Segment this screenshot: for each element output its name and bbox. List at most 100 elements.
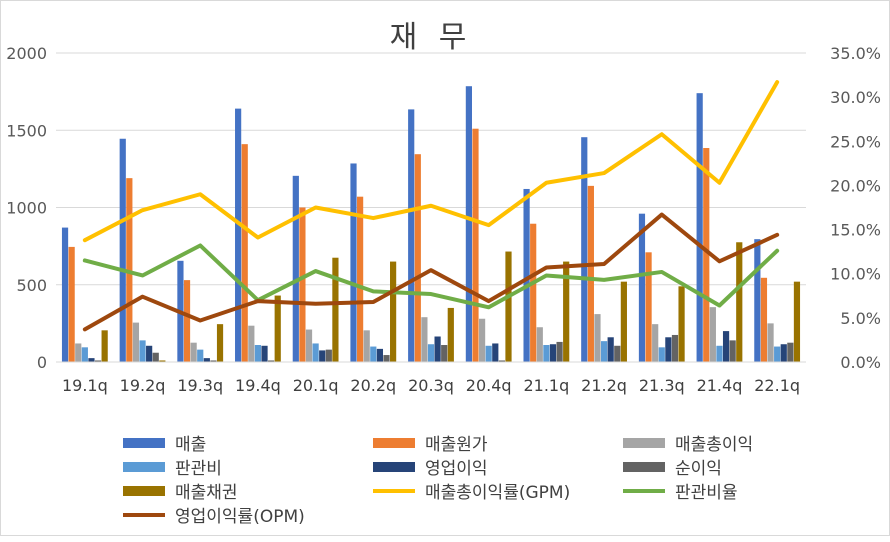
bar-7: [505, 251, 512, 362]
bar-3: [767, 323, 774, 362]
bar-1: [61, 227, 69, 362]
bar-5: [434, 336, 441, 362]
x-tick-label: 20.2q: [350, 376, 396, 395]
bar-3: [75, 343, 82, 362]
y-tick-label: 500: [16, 276, 47, 295]
line-series-3: [82, 212, 780, 332]
bar-4: [543, 345, 550, 362]
bar-6: [383, 355, 390, 362]
y-tick-label: 1500: [6, 121, 47, 140]
bar-2: [183, 280, 191, 362]
bar-3: [248, 325, 255, 362]
bar-1: [638, 213, 646, 362]
bar-5: [376, 348, 384, 362]
bar-6: [556, 341, 563, 362]
y2-tick-label: 15.0%: [830, 221, 881, 240]
bar-7: [620, 281, 627, 362]
bar-6: [671, 334, 679, 362]
y-tick-label: 1000: [6, 199, 47, 218]
bar-2: [703, 148, 710, 362]
bar-4: [197, 349, 204, 362]
bar-3: [709, 307, 716, 362]
bar-4: [600, 341, 608, 362]
bar-3: [305, 329, 313, 362]
x-tick-label: 19.3q: [177, 376, 223, 395]
bar-2: [68, 246, 75, 362]
bar-7: [332, 257, 339, 362]
bar-5: [319, 350, 326, 362]
bar-4: [716, 345, 723, 362]
y2-tick-label: 35.0%: [830, 44, 881, 63]
bar-6: [325, 349, 332, 362]
bar-2: [241, 144, 248, 362]
bar-7: [101, 330, 108, 362]
bar-4: [139, 340, 146, 362]
x-tick-label: 20.1q: [293, 376, 339, 395]
bar-2: [645, 252, 652, 362]
bar-6: [152, 352, 159, 362]
y2-tick-label: 5.0%: [840, 309, 881, 328]
bar-2: [299, 207, 306, 362]
bar-5: [146, 345, 153, 362]
x-tick-label: 20.4q: [466, 376, 512, 395]
bar-2: [760, 277, 768, 362]
bar-4: [774, 346, 781, 362]
bar-6: [268, 360, 275, 362]
bar-1: [350, 163, 357, 362]
line-series-1: [82, 80, 780, 243]
bar-6: [94, 360, 102, 362]
bar-1: [523, 188, 530, 362]
x-tick-label: 22.1q: [754, 376, 800, 395]
bar-1: [465, 86, 472, 362]
bar-3: [363, 330, 370, 362]
line-series-group: [82, 80, 780, 332]
x-tick-label: 21.4q: [697, 376, 743, 395]
x-tick-label: 21.1q: [523, 376, 569, 395]
bar-3: [190, 342, 197, 362]
y2-tick-label: 30.0%: [830, 88, 881, 107]
y-tick-label: 2000: [6, 44, 47, 63]
bar-3: [536, 327, 543, 362]
x-tick-label: 21.3q: [639, 376, 685, 395]
bar-4: [658, 347, 665, 362]
bar-3: [478, 318, 486, 362]
bar-2: [587, 185, 594, 362]
bar-6: [729, 340, 736, 362]
y2-tick-label: 10.0%: [830, 265, 881, 284]
bar-3: [594, 314, 601, 362]
bar-6: [614, 345, 621, 362]
bar-2: [472, 128, 479, 362]
x-tick-label: 20.3q: [408, 376, 454, 395]
bar-1: [754, 239, 761, 362]
bar-6: [787, 342, 794, 362]
bar-7: [793, 281, 801, 362]
chart-title: 재 무: [390, 20, 473, 55]
bar-1: [119, 138, 126, 362]
bar-6: [210, 360, 217, 362]
bar-5: [203, 358, 210, 362]
bar-5: [665, 337, 672, 362]
bar-4: [485, 345, 492, 362]
bar-1: [235, 108, 242, 363]
bar-5: [607, 337, 614, 362]
bar-1: [696, 93, 703, 363]
bar-5: [261, 345, 268, 362]
bar-5: [549, 344, 557, 362]
bar-4: [312, 343, 319, 362]
bar-4: [427, 344, 435, 362]
line-series-2: [82, 243, 780, 310]
bar-6: [498, 360, 505, 362]
y2-tick-label: 25.0%: [830, 132, 881, 151]
bar-4: [370, 346, 377, 362]
bar-6: [441, 345, 448, 362]
bar-5: [88, 358, 95, 362]
bar-4: [81, 347, 88, 362]
bar-3: [652, 324, 659, 362]
bar-3: [132, 322, 140, 362]
bar-7: [390, 261, 397, 362]
axes: 0 500 1000 1500 2000 0.0% 5.0% 10.0% 15.0% 20.0% 2…: [6, 44, 881, 395]
bar-7: [274, 295, 281, 362]
bar-7: [159, 360, 166, 362]
bar-3: [421, 317, 428, 362]
